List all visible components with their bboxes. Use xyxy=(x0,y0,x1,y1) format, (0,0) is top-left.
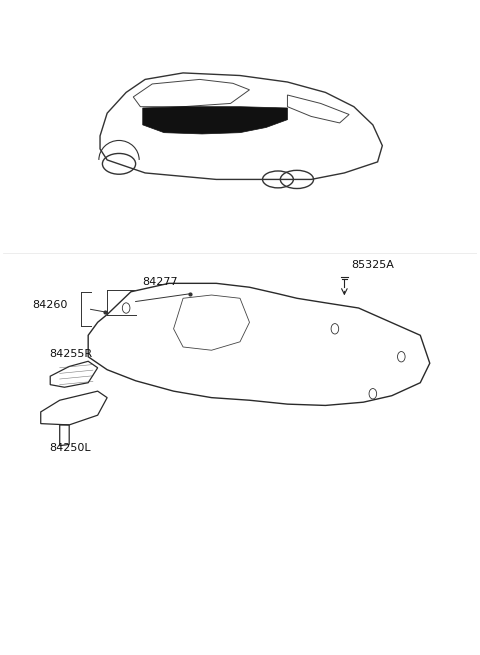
Polygon shape xyxy=(143,107,288,134)
Text: 84277: 84277 xyxy=(143,276,179,287)
Text: 84260: 84260 xyxy=(32,300,68,310)
Text: 84255R: 84255R xyxy=(49,348,92,359)
Text: 84250L: 84250L xyxy=(49,443,91,453)
Text: 85325A: 85325A xyxy=(351,260,395,270)
